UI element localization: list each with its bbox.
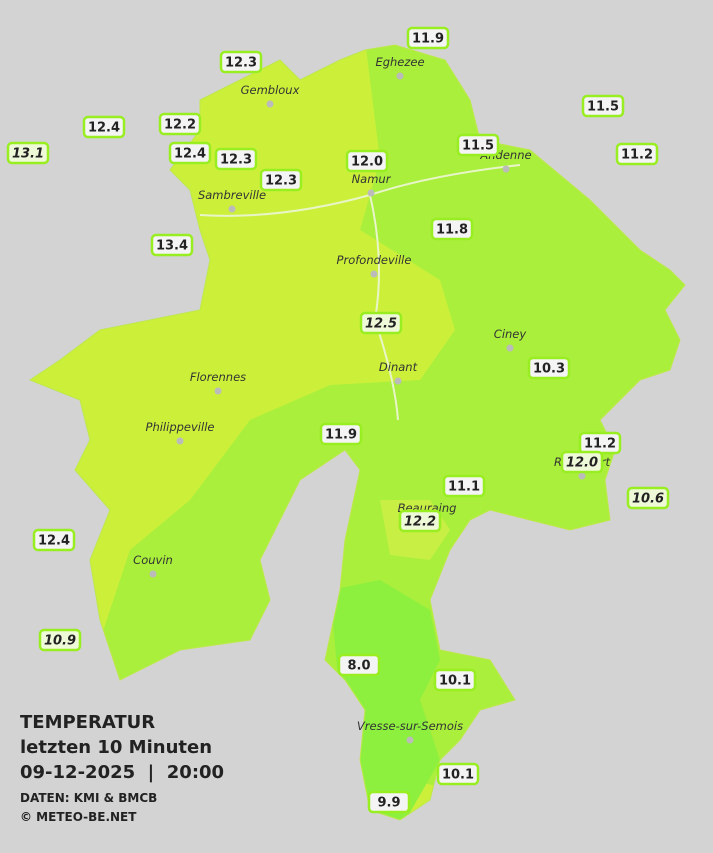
station-value: 11.2: [621, 148, 653, 163]
city-label: Profondeville: [337, 253, 412, 267]
station-box: [158, 112, 202, 136]
station-value: 9.9: [377, 796, 400, 811]
station-value: 10.3: [533, 362, 565, 377]
station-box: [219, 50, 263, 74]
station-value: 10.6: [632, 492, 664, 507]
station-value: 10.1: [442, 768, 474, 783]
legend-title: TEMPERATUR: [20, 712, 156, 733]
city-marker: [396, 72, 404, 80]
legend-copyright: © METEO-BE.NET: [20, 810, 137, 824]
city-label: Florennes: [190, 370, 246, 384]
station-box: [560, 450, 604, 474]
city-label: Eghezee: [375, 55, 424, 69]
station-value: 11.1: [448, 480, 480, 495]
city-marker: [370, 270, 378, 278]
station-box: [433, 668, 477, 692]
station-value: 12.2: [164, 118, 196, 133]
city-marker: [506, 344, 514, 352]
station-box: [6, 141, 50, 165]
city-label: Philippeville: [146, 420, 215, 434]
station-box: [359, 311, 403, 335]
station-box: [367, 790, 411, 814]
station-value: 12.3: [225, 56, 257, 71]
city-label: Dinant: [379, 360, 418, 374]
station-box: [442, 474, 486, 498]
station-box: [398, 509, 442, 533]
station-value: 11.9: [412, 32, 444, 47]
station-box: [581, 94, 625, 118]
city-label: Couvin: [133, 553, 173, 567]
station-box: [337, 653, 381, 677]
station-value: 8.0: [347, 659, 370, 674]
station-value: 12.4: [88, 121, 120, 136]
station-value: 12.5: [365, 317, 397, 332]
city-marker: [149, 570, 157, 578]
city-marker: [266, 100, 274, 108]
city-marker: [214, 387, 222, 395]
station-box: [168, 141, 212, 165]
station-value: 13.1: [12, 147, 44, 162]
station-box: [259, 168, 303, 192]
station-value: 10.1: [439, 674, 471, 689]
station-box: [319, 422, 363, 446]
station-box: [615, 142, 659, 166]
station-value: 12.4: [38, 534, 70, 549]
station-box: [82, 115, 126, 139]
station-box: [626, 486, 670, 510]
city-marker: [228, 205, 236, 213]
station-box: [32, 528, 76, 552]
station-value: 11.5: [462, 139, 494, 154]
legend-datetime: 09-12-2025 | 20:00: [20, 762, 225, 783]
station-box: [436, 762, 480, 786]
station-box: [406, 26, 450, 50]
station-value: 10.9: [44, 634, 76, 649]
city-label: Vresse-sur-Semois: [357, 719, 463, 733]
station-box: [38, 628, 82, 652]
station-box: [430, 217, 474, 241]
city-marker: [578, 472, 586, 480]
station-value: 11.9: [325, 428, 357, 443]
city-marker: [176, 437, 184, 445]
station-value: 12.3: [265, 174, 297, 189]
city-marker: [406, 736, 414, 744]
station-value: 12.2: [404, 515, 436, 530]
station-box: [345, 149, 389, 173]
station-value: 12.4: [174, 147, 206, 162]
station-box: [527, 356, 571, 380]
station-box: [456, 133, 500, 157]
station-value: 12.0: [351, 155, 383, 170]
city-label: Gembloux: [241, 83, 300, 97]
legend-period: letzten 10 Minuten: [20, 737, 213, 758]
station-value: 13.4: [156, 239, 188, 254]
station-value: 11.5: [587, 100, 619, 115]
legend-source: DATEN: KMI & BMCB: [20, 791, 158, 805]
city-marker: [502, 165, 510, 173]
city-marker: [367, 189, 375, 197]
city-label: Ciney: [494, 327, 527, 341]
station-box: [150, 233, 194, 257]
city-marker: [394, 377, 402, 385]
station-value: 11.8: [436, 223, 468, 238]
station-value: 12.0: [566, 456, 598, 471]
station-box: [214, 147, 258, 171]
station-value: 12.3: [220, 153, 252, 168]
station-value: 11.2: [584, 437, 616, 452]
city-label: Namur: [352, 172, 392, 186]
city-label: Sambreville: [198, 188, 266, 202]
